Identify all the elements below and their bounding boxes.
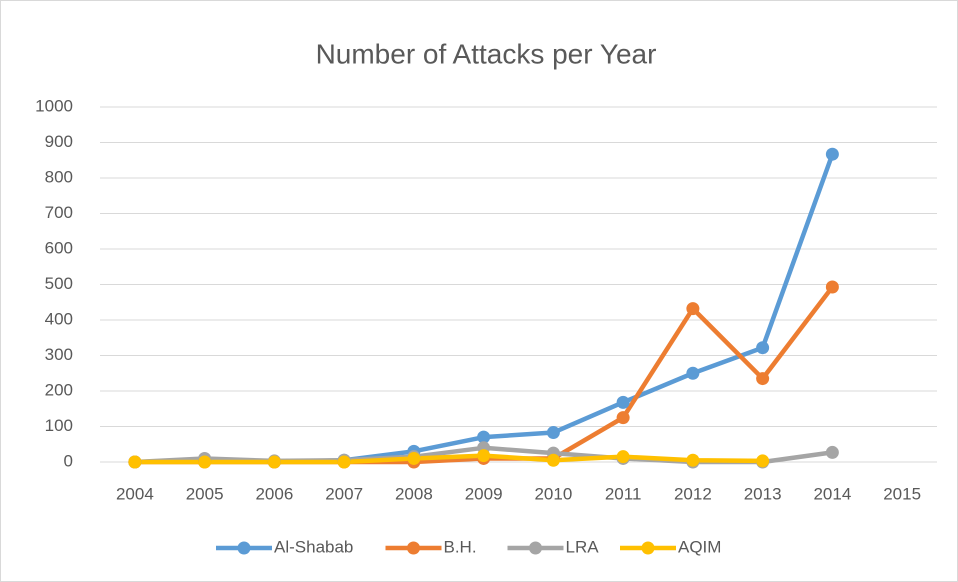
x-tick-label: 2007 [325,484,363,503]
x-tick-label: 2009 [465,484,503,503]
data-point [198,455,212,469]
y-tick-label: 900 [45,132,73,151]
y-tick-label: 600 [45,238,73,257]
data-point [477,449,491,463]
data-point [686,302,700,316]
data-point [686,453,700,467]
data-point [616,411,630,425]
legend-marker [641,541,655,555]
data-point [825,445,839,459]
data-point [756,341,770,355]
y-tick-label: 500 [45,274,73,293]
y-tick-label: 200 [45,380,73,399]
data-point [546,453,560,467]
data-point [686,366,700,380]
data-point [337,455,351,469]
series-line [132,453,765,465]
legend-label: AQIM [678,537,721,556]
data-point [616,450,630,464]
chart-title: Number of Attacks per Year [316,38,657,69]
y-tick-label: 100 [45,416,73,435]
y-tick-label: 400 [45,309,73,328]
data-point [825,280,839,294]
y-tick-label: 700 [45,203,73,222]
legend-marker [237,541,251,555]
legend-label: LRA [566,537,600,556]
x-tick-label: 2004 [116,484,154,503]
x-tick-label: 2014 [813,484,851,503]
x-tick-label: 2015 [883,484,921,503]
y-tick-label: 300 [45,345,73,364]
legend-label: B.H. [444,537,477,556]
x-tick-label: 2013 [744,484,782,503]
data-point [477,430,491,444]
legend-label: Al-Shabab [274,537,353,556]
data-point [756,372,770,386]
y-tick-label: 1000 [35,96,73,115]
data-point [128,455,142,469]
x-tick-label: 2010 [534,484,572,503]
data-point [267,455,281,469]
x-tick-label: 2008 [395,484,433,503]
data-point [825,147,839,161]
data-point [407,451,421,465]
x-tick-label: 2005 [186,484,224,503]
data-point [616,395,630,409]
x-tick-label: 2011 [605,484,642,503]
y-tick-label: 0 [64,451,73,470]
data-point [546,426,560,440]
legend-marker [407,541,420,555]
legend-marker [529,541,542,555]
x-tick-label: 2006 [255,484,293,503]
x-tick-label: 2012 [674,484,712,503]
y-tick-label: 800 [45,167,73,186]
data-point [756,454,770,468]
